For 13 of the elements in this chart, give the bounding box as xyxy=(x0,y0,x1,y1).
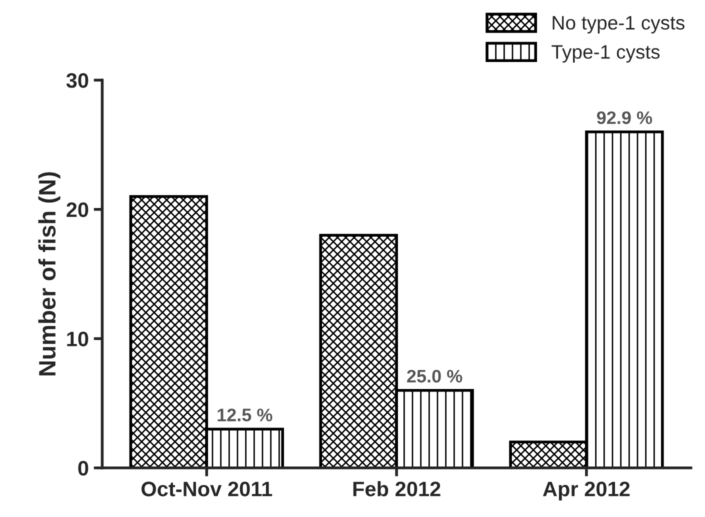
x-tick-label: Apr 2012 xyxy=(542,482,630,500)
y-tick-label: 10 xyxy=(67,332,88,346)
y-tick-label: 0 xyxy=(78,460,88,476)
x-tick-label: Feb 2012 xyxy=(353,481,440,496)
annotation: 12.5 % xyxy=(218,408,272,422)
annotation: 92.9 % xyxy=(596,111,652,124)
annotation: 25.0 % xyxy=(407,370,462,383)
legend-label: No type-1 cysts xyxy=(552,16,684,34)
y-tick-label: 20 xyxy=(66,202,88,218)
y-tick-label: 30 xyxy=(66,73,88,88)
x-tick-label: Oct-Nov 2011 xyxy=(142,482,272,496)
legend-label: Type-1 cysts xyxy=(552,45,660,63)
y-axis-title: Number of fish (N) xyxy=(38,172,60,376)
